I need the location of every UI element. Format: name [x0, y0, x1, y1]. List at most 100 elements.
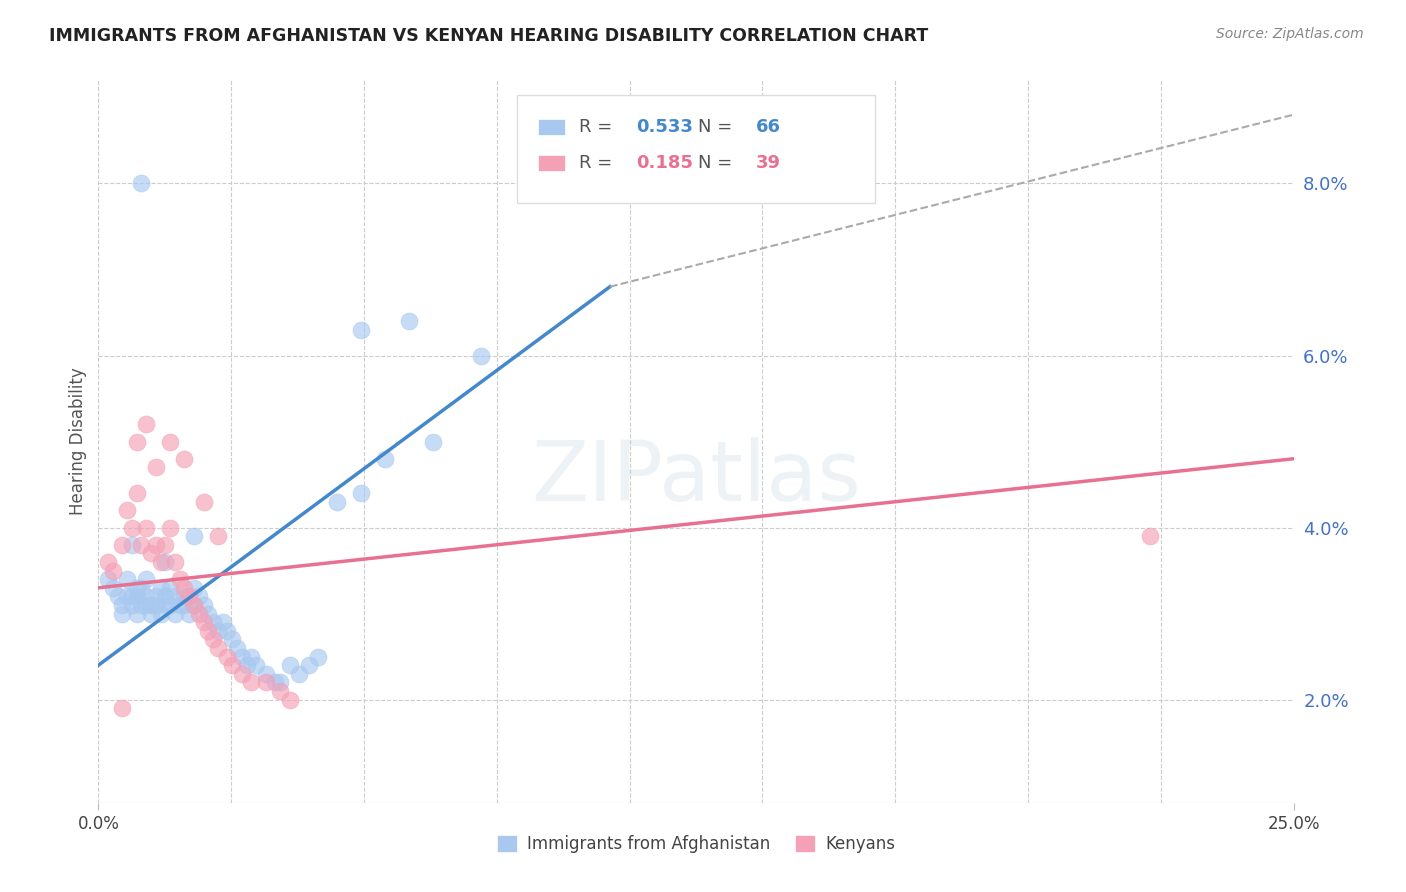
- Point: [240, 649, 263, 664]
- Point: [278, 658, 301, 673]
- Point: [159, 598, 181, 612]
- Point: [197, 607, 219, 621]
- Point: [149, 581, 172, 595]
- Point: [145, 590, 167, 604]
- Point: [107, 590, 129, 604]
- FancyBboxPatch shape: [538, 155, 565, 171]
- Point: [207, 624, 229, 638]
- Text: IMMIGRANTS FROM AFGHANISTAN VS KENYAN HEARING DISABILITY CORRELATION CHART: IMMIGRANTS FROM AFGHANISTAN VS KENYAN HE…: [49, 27, 928, 45]
- Point: [139, 607, 162, 621]
- Point: [163, 607, 186, 621]
- Point: [231, 649, 253, 664]
- Point: [111, 701, 134, 715]
- Point: [101, 564, 124, 578]
- Point: [231, 666, 253, 681]
- FancyBboxPatch shape: [538, 120, 565, 136]
- Point: [179, 590, 201, 604]
- Point: [235, 658, 257, 673]
- Point: [125, 434, 148, 449]
- Point: [139, 546, 162, 560]
- Point: [173, 590, 195, 604]
- Point: [121, 520, 143, 534]
- Point: [207, 640, 229, 655]
- Point: [350, 323, 373, 337]
- Point: [125, 590, 148, 604]
- Point: [139, 598, 162, 612]
- Point: [298, 658, 321, 673]
- Point: [374, 451, 396, 466]
- Point: [115, 590, 138, 604]
- Point: [159, 520, 181, 534]
- Point: [193, 615, 215, 630]
- Text: N =: N =: [699, 119, 738, 136]
- Point: [1139, 529, 1161, 543]
- Point: [183, 529, 205, 543]
- Text: ZIPatlas: ZIPatlas: [531, 437, 860, 518]
- Point: [221, 632, 243, 647]
- Point: [163, 555, 186, 569]
- Point: [173, 451, 195, 466]
- Point: [173, 598, 195, 612]
- Point: [193, 494, 215, 508]
- Point: [269, 684, 291, 698]
- Point: [135, 520, 157, 534]
- Text: R =: R =: [579, 119, 617, 136]
- Point: [169, 598, 191, 612]
- Point: [470, 349, 492, 363]
- Point: [111, 598, 134, 612]
- Point: [135, 417, 157, 432]
- Point: [155, 590, 177, 604]
- Point: [155, 555, 177, 569]
- Point: [135, 598, 157, 612]
- Point: [145, 460, 167, 475]
- Point: [254, 675, 277, 690]
- Point: [173, 581, 195, 595]
- Point: [169, 572, 191, 586]
- Point: [254, 666, 277, 681]
- Point: [115, 503, 138, 517]
- Point: [326, 494, 349, 508]
- Point: [125, 486, 148, 500]
- Text: 39: 39: [756, 154, 780, 172]
- Point: [197, 624, 219, 638]
- Point: [269, 675, 291, 690]
- Point: [121, 590, 143, 604]
- Point: [131, 598, 153, 612]
- Point: [125, 581, 148, 595]
- Point: [179, 607, 201, 621]
- Legend: Immigrants from Afghanistan, Kenyans: Immigrants from Afghanistan, Kenyans: [491, 828, 901, 860]
- Point: [145, 598, 167, 612]
- Point: [211, 615, 233, 630]
- Point: [131, 177, 153, 191]
- Point: [202, 632, 225, 647]
- Point: [226, 640, 249, 655]
- Point: [187, 607, 209, 621]
- Point: [264, 675, 287, 690]
- Y-axis label: Hearing Disability: Hearing Disability: [69, 368, 87, 516]
- Point: [193, 598, 215, 612]
- Point: [121, 598, 143, 612]
- Point: [131, 581, 153, 595]
- Text: 66: 66: [756, 119, 780, 136]
- Point: [125, 607, 148, 621]
- Point: [398, 314, 420, 328]
- Text: R =: R =: [579, 154, 617, 172]
- Point: [97, 572, 120, 586]
- Point: [163, 590, 186, 604]
- Point: [97, 555, 120, 569]
- Point: [221, 658, 243, 673]
- Point: [149, 555, 172, 569]
- Point: [135, 590, 157, 604]
- Point: [101, 581, 124, 595]
- Text: N =: N =: [699, 154, 738, 172]
- Point: [121, 538, 143, 552]
- Point: [217, 624, 239, 638]
- Point: [115, 572, 138, 586]
- Point: [131, 538, 153, 552]
- Point: [155, 538, 177, 552]
- Point: [111, 538, 134, 552]
- Point: [202, 615, 225, 630]
- Point: [183, 598, 205, 612]
- Point: [278, 692, 301, 706]
- Point: [422, 434, 444, 449]
